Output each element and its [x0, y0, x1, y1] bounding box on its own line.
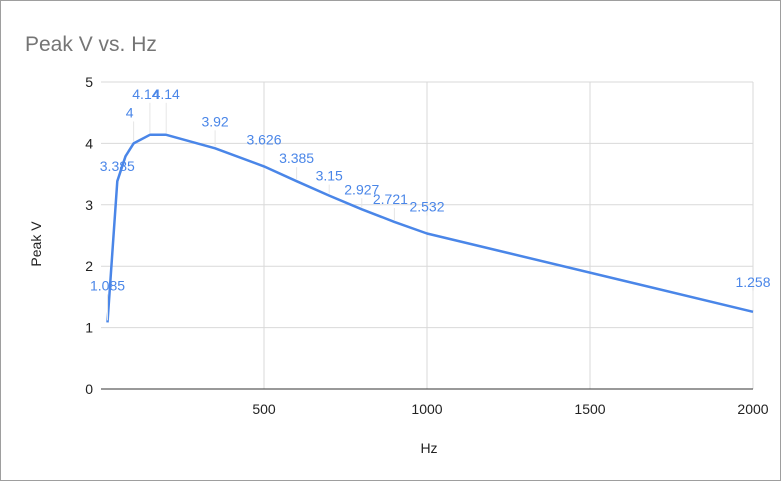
data-label: 1.258 [735, 274, 770, 290]
data-label: 4.14 [153, 86, 180, 102]
data-label: 2.532 [409, 199, 444, 215]
data-label: 2.721 [373, 191, 408, 207]
y-tick-label: 2 [85, 258, 93, 274]
y-tick-label: 5 [85, 74, 93, 90]
data-label: 3.626 [246, 131, 281, 147]
data-labels: 1.0853.38544.144.143.923.6263.3853.152.9… [90, 86, 771, 321]
series-line [106, 133, 754, 323]
x-tick-label: 1500 [574, 401, 605, 417]
data-label: 1.085 [90, 277, 125, 293]
y-tick-label: 4 [85, 135, 93, 151]
data-label: 3.385 [100, 158, 135, 174]
x-axis-title: Hz [420, 440, 437, 456]
x-tick-label: 2000 [737, 401, 768, 417]
data-label: 3.385 [279, 150, 314, 166]
y-axis-title: Peak V [28, 221, 44, 267]
data-label: 2.927 [344, 181, 379, 197]
chart-title: Peak V vs. Hz [25, 33, 157, 56]
x-tick-label: 1000 [411, 401, 442, 417]
data-label: 3.92 [201, 113, 228, 129]
x-tick-label: 500 [252, 401, 276, 417]
y-tick-label: 1 [85, 320, 93, 336]
data-label: 4 [126, 104, 134, 120]
series-group [106, 133, 754, 323]
y-tick-label: 3 [85, 197, 93, 213]
data-label: 3.15 [316, 168, 343, 184]
gridlines [101, 81, 754, 389]
y-tick-label: 0 [85, 381, 93, 397]
tick-labels: 0 1 2 3 4 5 500 1000 1500 2000 [85, 74, 769, 417]
data-label: 4.14 [132, 86, 159, 102]
